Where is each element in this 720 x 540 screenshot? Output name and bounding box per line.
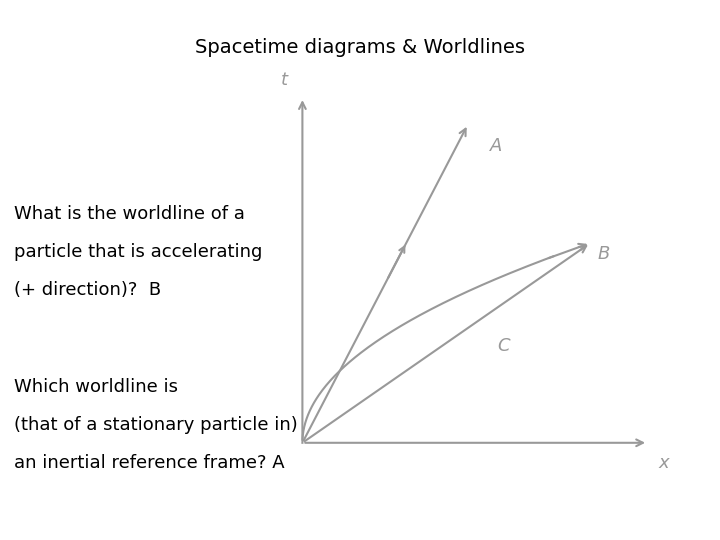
Text: Which worldline is: Which worldline is [14,378,179,396]
Text: particle that is accelerating: particle that is accelerating [14,243,263,261]
Text: (+ direction)?  B: (+ direction)? B [14,281,161,299]
Text: t: t [281,71,288,89]
Text: What is the worldline of a: What is the worldline of a [14,205,246,223]
Text: Spacetime diagrams & Worldlines: Spacetime diagrams & Worldlines [195,38,525,57]
Text: C: C [497,337,510,355]
Text: B: B [598,245,610,263]
Text: an inertial reference frame? A: an inertial reference frame? A [14,454,285,471]
Text: x: x [659,454,670,471]
Text: A: A [490,137,502,155]
Text: (that of a stationary particle in): (that of a stationary particle in) [14,416,298,434]
